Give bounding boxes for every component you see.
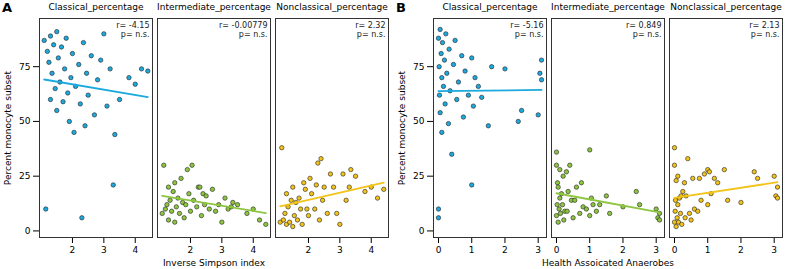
svg-text:0: 0 (419, 226, 425, 236)
svg-text:2: 2 (502, 245, 508, 255)
svg-text:4: 4 (250, 245, 256, 255)
svg-text:4: 4 (132, 245, 138, 255)
svg-text:75: 75 (19, 62, 30, 72)
svg-text:0: 0 (672, 245, 678, 255)
svg-text:1: 1 (705, 245, 711, 255)
svg-text:Nonclassical_percentage: Nonclassical_percentage (670, 2, 782, 12)
svg-text:r= 2.32p= n.s.: r= 2.32p= n.s. (355, 21, 385, 39)
svg-text:1: 1 (469, 245, 475, 255)
svg-text:3: 3 (771, 245, 777, 255)
svg-text:50: 50 (413, 116, 425, 126)
html-text:Inverse Simpson index: Inverse Simpson index (163, 258, 265, 268)
svg-text:25: 25 (19, 171, 30, 181)
svg-text:50: 50 (19, 116, 31, 126)
html-text:A: A (2, 0, 13, 15)
svg-text:r= 0.849p= n.s.: r= 0.849p= n.s. (626, 21, 661, 39)
svg-text:0: 0 (436, 245, 442, 255)
svg-text:75: 75 (413, 62, 424, 72)
svg-text:3: 3 (101, 245, 107, 255)
svg-text:25: 25 (413, 171, 424, 181)
svg-text:Classical_percentage: Classical_percentage (443, 2, 538, 12)
svg-text:r= 2.13p= n.s.: r= 2.13p= n.s. (749, 21, 779, 39)
html-text:Health Assoicated Anaerobes: Health Assoicated Anaerobes (542, 258, 674, 268)
svg-text:1: 1 (587, 245, 593, 255)
svg-text:r= -0.00779p= n.s.: r= -0.00779p= n.s. (219, 21, 268, 39)
svg-text:2: 2 (70, 245, 76, 255)
svg-text:0: 0 (25, 226, 31, 236)
svg-text:r= -5.16p= n.s.: r= -5.16p= n.s. (510, 21, 543, 39)
svg-text:3: 3 (535, 245, 541, 255)
svg-text:2: 2 (188, 245, 194, 255)
svg-text:Nonclassical_percentage: Nonclassical_percentage (276, 2, 388, 12)
svg-text:r= -4.15p= n.s.: r= -4.15p= n.s. (116, 21, 149, 39)
svg-text:4: 4 (368, 245, 374, 255)
svg-text:2: 2 (738, 245, 744, 255)
svg-text:Percent monocyte subset: Percent monocyte subset (397, 70, 407, 185)
svg-text:Intermediate_percentage: Intermediate_percentage (157, 2, 271, 12)
html-text:B: B (396, 0, 406, 15)
svg-text:2: 2 (306, 245, 312, 255)
svg-text:3: 3 (653, 245, 659, 255)
svg-text:2: 2 (620, 245, 626, 255)
svg-text:0: 0 (554, 245, 560, 255)
svg-text:3: 3 (219, 245, 225, 255)
svg-text:Classical_percentage: Classical_percentage (49, 2, 144, 12)
svg-text:3: 3 (337, 245, 343, 255)
svg-text:Percent monocyte subset: Percent monocyte subset (3, 70, 13, 185)
svg-text:Intermediate_percentage: Intermediate_percentage (551, 2, 665, 12)
